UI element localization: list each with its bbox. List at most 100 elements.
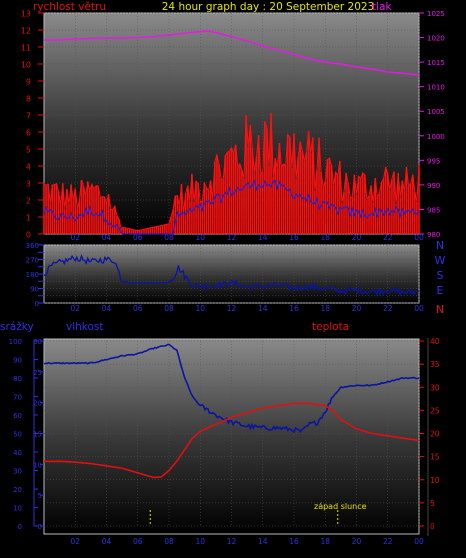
rain-tick-label: 80 — [13, 375, 22, 383]
dir-tick-label: 0 — [35, 300, 39, 308]
y2-tick-label: 1010 — [427, 84, 445, 92]
temp-tick-label: 35 — [430, 360, 440, 369]
axis-ticks: 0123456789101112139809859909951000100510… — [9, 10, 445, 547]
y2-tick-label: 980 — [427, 231, 440, 239]
wind-average-line — [43, 179, 420, 235]
y2-tick-label: 995 — [427, 157, 440, 165]
x-tick-label: 20 — [352, 233, 362, 242]
mid-chart-series — [43, 254, 420, 297]
x-tick-label: 20 — [352, 304, 362, 313]
compass-label: N — [436, 303, 444, 316]
x-tick-label: 02 — [70, 537, 80, 546]
humidity-tick-label: 30 — [33, 338, 42, 346]
pressure-line — [44, 30, 420, 76]
x-tick-label: 10 — [195, 304, 205, 313]
sunset-annotation: západ slunce — [314, 502, 367, 511]
dir-tick-label: 180 — [26, 271, 39, 279]
y-tick-label: 6 — [26, 129, 31, 138]
x-tick-label: 00 — [414, 537, 424, 546]
rain-tick-label: 90 — [13, 357, 22, 365]
y2-tick-label: 1020 — [427, 35, 445, 43]
x-tick-label: 22 — [383, 537, 393, 546]
x-tick-label: 08 — [164, 233, 174, 242]
y-tick-label: 12 — [21, 27, 31, 36]
dir-tick-label: 360 — [26, 242, 39, 250]
x-tick-label: 14 — [258, 233, 268, 242]
x-tick-label: 16 — [289, 233, 299, 242]
dir-tick-label: 90 — [30, 286, 39, 294]
x-tick-label: 10 — [195, 537, 205, 546]
temp-tick-label: 15 — [430, 453, 440, 462]
temperature-line — [44, 402, 420, 479]
humidity-line — [43, 343, 420, 434]
rain-tick-label: 40 — [13, 449, 22, 457]
x-tick-label: 22 — [383, 304, 393, 313]
temp-tick-label: 20 — [430, 430, 440, 439]
y-tick-label: 10 — [21, 61, 31, 70]
y2-tick-label: 1000 — [427, 133, 445, 141]
bottom-chart-series — [43, 343, 420, 479]
rain-tick-label: 30 — [13, 468, 22, 476]
compass-label: W — [435, 254, 446, 267]
x-tick-label: 12 — [227, 233, 237, 242]
y-tick-label: 0 — [26, 231, 31, 240]
y-tick-label: 2 — [26, 197, 31, 206]
x-tick-label: 12 — [227, 304, 237, 313]
humidity-tick-label: 15 — [33, 431, 42, 439]
rain-label: srážky — [0, 321, 34, 333]
pressure-label: tlak — [372, 1, 392, 13]
y2-tick-label: 1015 — [427, 59, 445, 67]
rain-tick-label: 10 — [13, 505, 22, 513]
x-tick-label: 18 — [320, 537, 330, 546]
temp-tick-label: 10 — [430, 476, 440, 485]
rain-tick-label: 60 — [13, 412, 22, 420]
rain-tick-label: 50 — [13, 431, 22, 439]
dir-tick-label: 270 — [26, 257, 39, 265]
y2-tick-label: 1005 — [427, 108, 445, 116]
humidity-tick-label: 5 — [38, 492, 42, 500]
wind-direction-line — [43, 254, 420, 297]
x-tick-label: 00 — [414, 304, 424, 313]
temp-tick-label: 30 — [430, 383, 440, 392]
y-tick-label: 4 — [26, 163, 31, 172]
x-tick-label: 16 — [289, 537, 299, 546]
x-tick-label: 18 — [320, 233, 330, 242]
top-chart-series — [43, 30, 420, 235]
x-tick-label: 04 — [102, 537, 112, 546]
rain-tick-label: 70 — [13, 394, 22, 402]
compass-label: E — [437, 284, 444, 297]
x-tick-label: 04 — [102, 233, 112, 242]
x-tick-label: 04 — [102, 304, 112, 313]
x-tick-label: 02 — [70, 233, 80, 242]
wind-speed-label: rychlost větru — [33, 1, 106, 13]
y-tick-label: 13 — [21, 10, 31, 19]
rain-tick-label: 100 — [9, 338, 22, 346]
x-tick-label: 10 — [195, 233, 205, 242]
temp-tick-label: 0 — [430, 522, 435, 531]
y-tick-label: 5 — [26, 146, 31, 155]
y-tick-label: 9 — [26, 78, 31, 87]
x-tick-label: 02 — [70, 304, 80, 313]
x-tick-label: 00 — [414, 233, 424, 242]
y2-tick-label: 985 — [427, 206, 440, 214]
temperature-label: teplota — [312, 321, 349, 333]
humidity-tick-label: 0 — [38, 523, 42, 531]
humidity-tick-label: 25 — [33, 369, 42, 377]
x-tick-label: 06 — [133, 233, 143, 242]
x-tick-label: 14 — [258, 537, 268, 546]
x-tick-label: 14 — [258, 304, 268, 313]
compass-label: N — [436, 239, 444, 252]
x-tick-label: 06 — [133, 537, 143, 546]
y2-tick-label: 990 — [427, 182, 440, 190]
temp-tick-label: 5 — [430, 499, 435, 508]
y2-tick-label: 1025 — [427, 10, 445, 18]
x-tick-label: 06 — [133, 304, 143, 313]
x-tick-label: 18 — [320, 304, 330, 313]
rain-tick-label: 20 — [13, 486, 22, 494]
y-tick-label: 8 — [26, 95, 31, 104]
temp-tick-label: 40 — [430, 337, 440, 346]
y-tick-label: 1 — [26, 214, 31, 223]
x-tick-label: 22 — [383, 233, 393, 242]
